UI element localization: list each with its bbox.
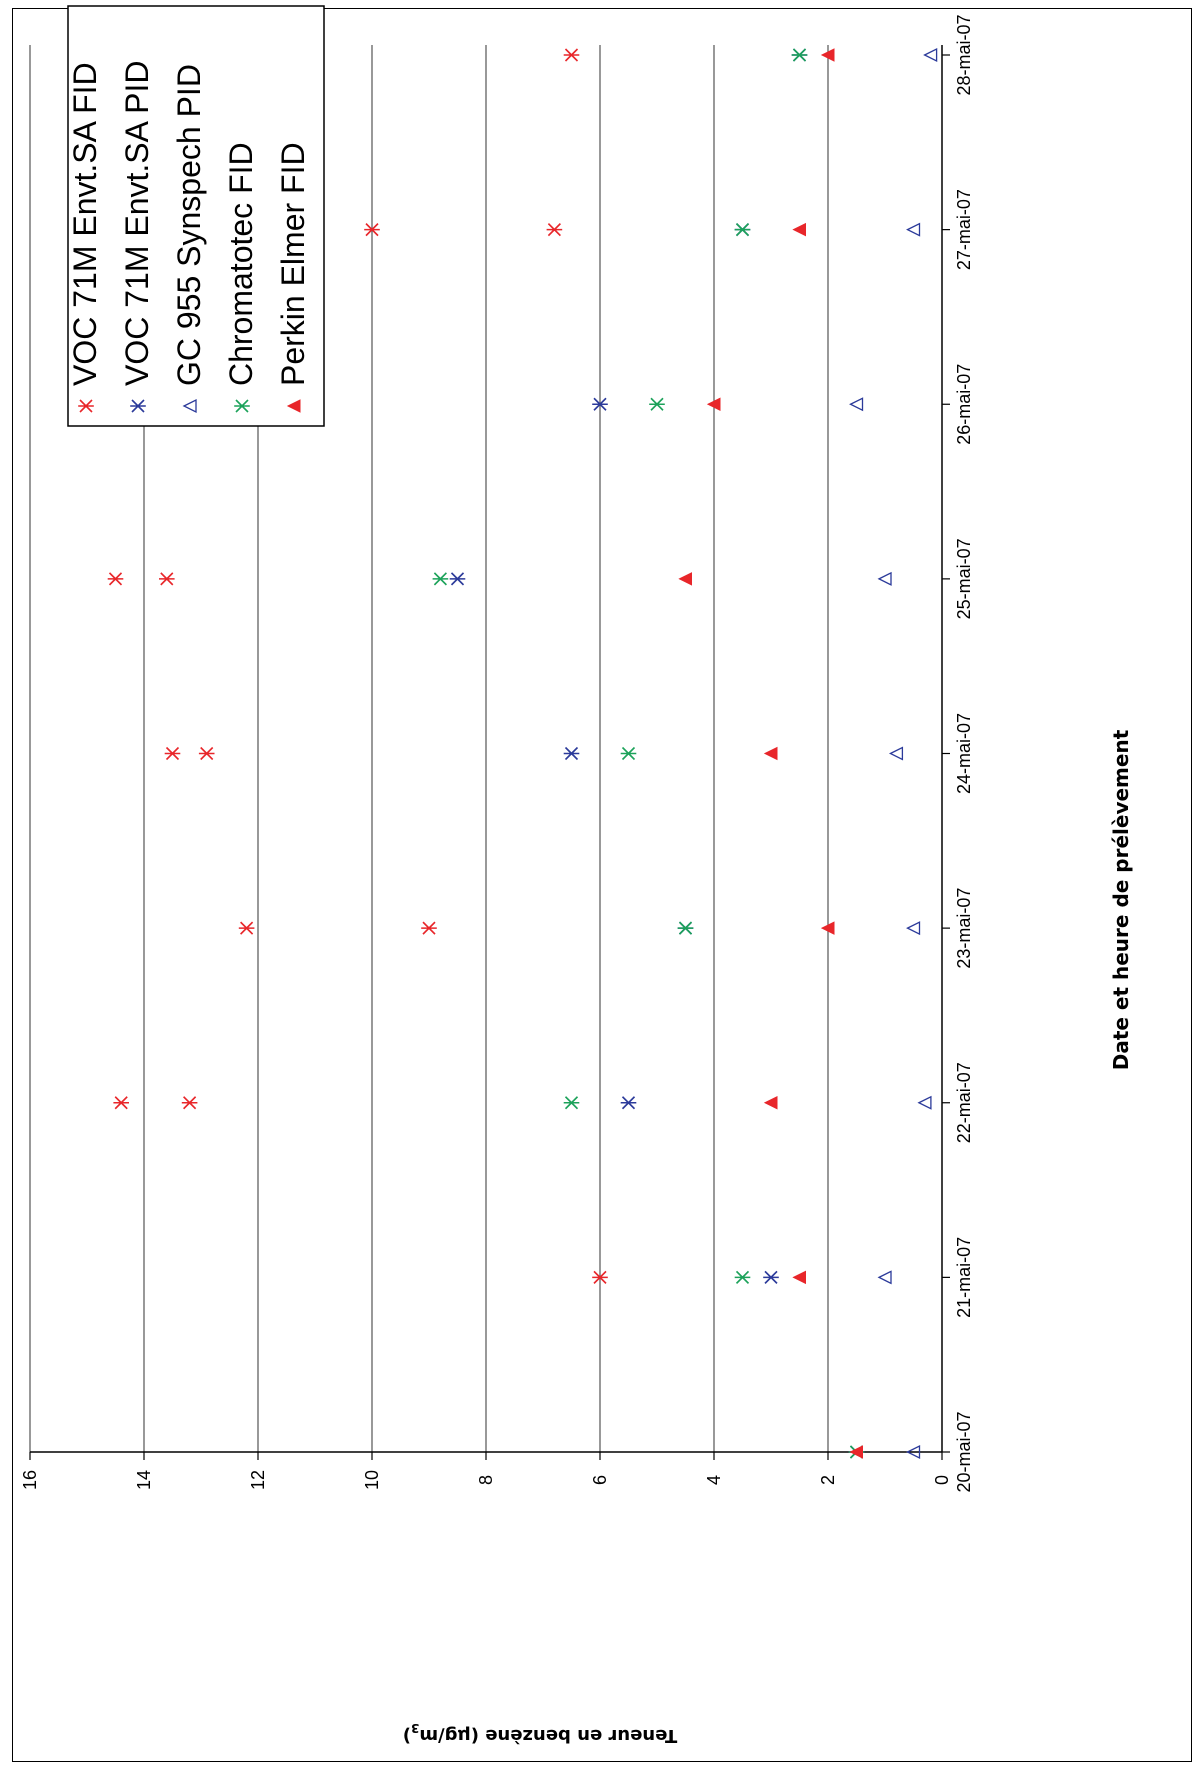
x-tick-label: 20-mai-07 [954, 1411, 974, 1492]
data-point [923, 47, 938, 63]
x-tick-label: 21-mai-07 [954, 1237, 974, 1318]
y-tick-label: 0 [932, 1475, 952, 1485]
x-tick-label: 22-mai-07 [954, 1062, 974, 1143]
legend-label: VOC 71M Envt.SA FID [67, 62, 103, 386]
y-tick-label: 6 [590, 1475, 610, 1485]
y-tick-label: 2 [818, 1475, 838, 1485]
legend-marker [78, 399, 94, 413]
series-3 [432, 48, 865, 1459]
data-point [906, 222, 921, 237]
data-point [181, 1096, 198, 1110]
data-point [677, 921, 694, 935]
data-point [877, 571, 892, 586]
legend-marker [130, 399, 146, 413]
y-tick-label: 4 [704, 1475, 724, 1485]
y-tick-label: 8 [476, 1475, 496, 1485]
x-tick-label: 25-mai-07 [954, 538, 974, 619]
data-point [888, 746, 904, 761]
gridlines [29, 45, 829, 1452]
data-points [107, 47, 938, 1460]
y-axis-label-close: ) [403, 1725, 411, 1746]
legend-label: GC 955 Synspech PID [171, 64, 207, 386]
data-point [164, 746, 181, 761]
data-point [113, 1096, 129, 1110]
y-axis-label-superscript: 3 [411, 1721, 419, 1735]
data-point [678, 572, 692, 586]
legend-label: VOC 71M Envt.SA PID [119, 61, 155, 386]
data-point [238, 921, 255, 935]
legend-marker [182, 398, 197, 414]
data-point [734, 223, 751, 237]
data-point [763, 1095, 778, 1110]
series-1 [449, 48, 865, 1459]
x-tick-label: 28-mai-07 [954, 14, 974, 95]
data-point [820, 921, 835, 935]
x-tick-labels: 20-mai-07 21-mai-07 22-mai-07 23-mai-07 24-m… [954, 14, 974, 1492]
data-point [563, 1096, 580, 1110]
y-axis-label: Teneur en benzène (µg/m3) [403, 1721, 678, 1746]
data-point [792, 222, 806, 237]
data-point [563, 746, 580, 761]
data-point [432, 572, 449, 586]
data-point [592, 1270, 608, 1284]
data-point [620, 1096, 637, 1110]
data-point [792, 1270, 806, 1285]
data-point [763, 1270, 779, 1284]
x-axis-label: Date et heure de prélèvement [1109, 729, 1133, 1070]
legend: VOC 71M Envt.SA FID VOC 71M Envt.SA PID GC… [67, 5, 325, 427]
data-point [649, 397, 665, 411]
data-point [364, 223, 380, 237]
legend-marker [234, 399, 250, 413]
data-point [820, 48, 835, 62]
chart-frame [12, 8, 1192, 1762]
legend-marker [286, 399, 301, 413]
data-point [198, 746, 215, 761]
x-tick-label: 26-mai-07 [954, 364, 974, 445]
x-tick-label: 27-mai-07 [954, 189, 974, 270]
x-tick-label: 23-mai-07 [954, 888, 974, 969]
y-tick-label: 16 [20, 1470, 40, 1490]
legend-label: Chromatotec FID [223, 142, 259, 386]
legend-box [67, 5, 325, 427]
data-point [421, 921, 437, 935]
data-point [546, 223, 563, 237]
data-point [107, 572, 124, 586]
data-point [906, 921, 921, 936]
y-tick-label: 10 [362, 1470, 382, 1490]
data-point [791, 48, 808, 62]
y-tick-labels: 0 2 4 6 8 10 12 14 16 [20, 1470, 952, 1490]
data-point [917, 1095, 932, 1110]
data-point [159, 572, 175, 586]
y-axis-label-text: Teneur en benzène (µg/m [419, 1725, 677, 1746]
x-tick-label: 24-mai-07 [954, 713, 974, 794]
data-point [563, 48, 580, 62]
data-point [849, 397, 864, 412]
y-tick-label: 14 [134, 1470, 154, 1490]
axes [29, 45, 950, 1460]
data-point [906, 1444, 921, 1460]
data-point [706, 397, 721, 412]
data-point [849, 1445, 863, 1459]
series-2 [849, 47, 938, 1460]
data-point [877, 1270, 892, 1285]
y-tick-label: 12 [248, 1470, 268, 1490]
series-4 [678, 48, 863, 1459]
legend-label: Perkin Elmer FID [275, 142, 311, 386]
data-point [592, 397, 608, 411]
data-point [763, 746, 778, 761]
data-point [449, 572, 466, 586]
data-point [620, 746, 637, 761]
data-point [734, 1270, 751, 1284]
